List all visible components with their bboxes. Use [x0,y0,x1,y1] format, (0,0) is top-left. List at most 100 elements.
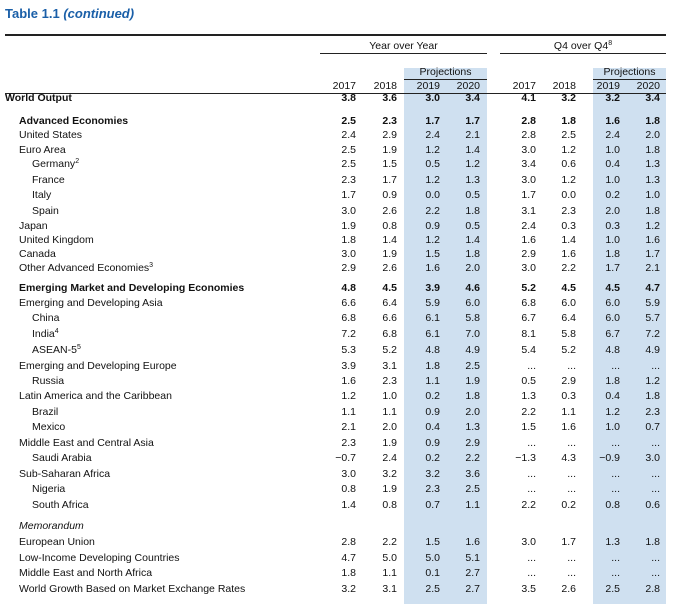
row-label: Japan [19,220,48,232]
cell-value: 0.5 [521,375,536,387]
table-row: World Output 3.8 3.6 3.0 3.4 4.1 3.2 3.2 3.4 [0,91,680,106]
cell-value: 1.2 [465,158,480,170]
footnote-marker: 2 [75,158,80,165]
table-row: Mexico 2.1 2.0 0.4 1.3 1.5 1.6 1.0 0.7 [0,420,680,435]
cell-value: 1.4 [465,144,480,156]
table-row: United Kingdom 1.8 1.4 1.2 1.4 1.6 1.4 1.0 1.6 [0,233,680,248]
cell-value: 2.3 [645,406,660,418]
cell-value: 1.8 [561,115,576,127]
cell-value: 1.0 [605,234,620,246]
cell-value: 2.4 [425,129,440,141]
table-title: Table 1.1 (continued) [5,6,135,21]
table-row: Memorandum [0,519,680,534]
cell-value: 1.2 [425,144,440,156]
cell-value: 3.0 [521,536,536,548]
table-row: Nigeria 0.8 1.9 2.3 2.5............ [0,482,680,497]
cell-value: 1.0 [645,189,660,201]
cell-value: 2.8 [521,115,536,127]
table-row: Other Advanced Economies3 2.9 2.6 1.6 2.0 3.0… [0,261,680,276]
cell-value: 3.0 [425,92,440,104]
table-row: Canada 3.0 1.9 1.5 1.8 2.9 1.6 1.8 1.7 [0,247,680,262]
cell-value: 3.9 [425,282,440,294]
cell-value: 2.2 [382,536,397,548]
cell-value: ... [567,360,576,372]
cell-value: ... [651,437,660,449]
projection-band-yoy [404,68,487,604]
table-row: Advanced Economies 2.5 2.3 1.7 1.7 2.8 1.8 1.6 1… [0,114,680,129]
row-label: Latin America and the Caribbean [19,390,172,402]
cell-value: 1.2 [561,174,576,186]
cell-value: 2.3 [561,205,576,217]
cell-value: 1.6 [425,262,440,274]
cell-value: 2.1 [645,262,660,274]
row-label: ASEAN-55 [32,344,81,356]
cell-value: 3.1 [521,205,536,217]
cell-value: 6.8 [521,297,536,309]
cell-value: 1.8 [645,115,660,127]
cell-value: ... [527,552,536,564]
cell-value: 2.8 [645,583,660,595]
row-label: India4 [32,328,59,340]
table-row: United States 2.4 2.9 2.4 2.1 2.8 2.5 2.4 2.0 [0,128,680,143]
cell-value: 2.5 [341,144,356,156]
cell-value: 0.2 [425,390,440,402]
row-label: Canada [19,248,56,260]
table-row: ASEAN-55 5.3 5.2 4.8 4.9 5.4 5.2 4.8 4.9 [0,343,680,358]
cell-value: 5.8 [465,312,480,324]
cell-value: 6.6 [382,312,397,324]
cell-value: 1.9 [382,437,397,449]
rule-top [5,34,666,36]
cell-value: ... [611,360,620,372]
footnote-marker: 5 [76,344,81,351]
cell-value: 1.1 [465,499,480,511]
cell-value: 1.3 [645,174,660,186]
cell-value: 2.9 [382,129,397,141]
cell-value: 2.9 [465,437,480,449]
cell-value: 5.9 [645,297,660,309]
cell-value: 2.5 [465,483,480,495]
cell-value: 5.0 [382,552,397,564]
cell-value: ... [567,483,576,495]
cell-value: 0.4 [605,158,620,170]
cell-value: 0.8 [605,499,620,511]
row-label: Euro Area [19,144,66,156]
cell-value: 3.2 [605,92,620,104]
cell-value: 4.5 [382,282,397,294]
year-header: 2018 [552,80,576,92]
rule-header-bottom [5,93,666,94]
table-row: Middle East and North Africa 1.8 1.1 0.1 2.7… [0,566,680,581]
cell-value: 1.9 [382,144,397,156]
cell-value: 2.5 [425,583,440,595]
table-row: Brazil 1.1 1.1 0.9 2.0 2.2 1.1 1.2 2.3 [0,405,680,420]
cell-value: 0.9 [382,189,397,201]
cell-value: 2.0 [605,205,620,217]
cell-value: 1.7 [645,248,660,260]
cell-value: 1.1 [425,375,440,387]
cell-value: 2.3 [341,437,356,449]
table-row: World Growth Based on Market Exchange Ra… [0,582,680,597]
cell-value: 6.8 [382,328,397,340]
row-label: Brazil [32,406,59,418]
cell-value: ... [611,437,620,449]
cell-value: 1.3 [605,536,620,548]
table-row: India4 7.2 6.8 6.1 7.0 8.1 5.8 6.7 7.2 [0,327,680,342]
cell-value: ... [611,468,620,480]
cell-value: 1.7 [521,189,536,201]
cell-value: 0.3 [561,390,576,402]
cell-value: 1.3 [465,421,480,433]
cell-value: 4.8 [341,282,356,294]
row-label: South Africa [32,499,89,511]
cell-value: 1.0 [605,421,620,433]
cell-value: ... [567,552,576,564]
cell-value: 1.3 [645,158,660,170]
cell-value: 1.5 [425,248,440,260]
cell-value: 1.2 [605,406,620,418]
cell-value: 3.2 [425,468,440,480]
cell-value: 1.8 [341,234,356,246]
cell-value: 6.0 [561,297,576,309]
cell-value: 1.9 [465,375,480,387]
cell-value: 7.2 [341,328,356,340]
cell-value: −0.9 [599,452,620,464]
table-row: Emerging Market and Developing Economies… [0,281,680,296]
cell-value: 3.2 [382,468,397,480]
